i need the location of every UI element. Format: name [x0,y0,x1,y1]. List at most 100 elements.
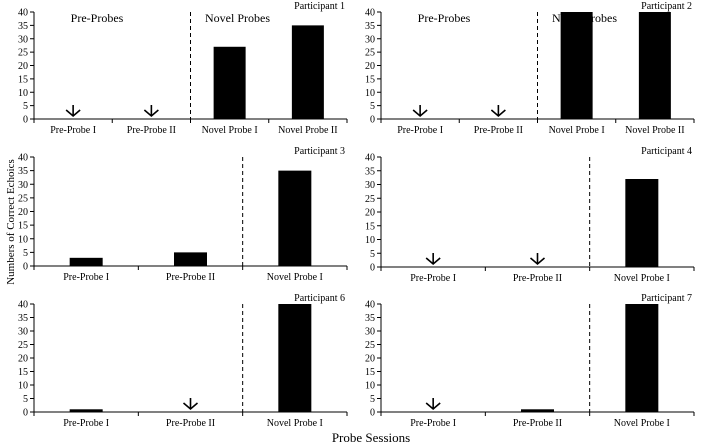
y-tick-label: 25 [18,193,28,204]
x-tick-label: Pre-Probe I [63,418,109,429]
phase-label-pre-probes: Pre-Probes [71,11,124,25]
x-tick-label: Pre-Probe I [410,418,456,429]
zero-arrow-head [490,109,506,118]
y-tick-label: 40 [18,300,28,311]
x-tick-label: Novel Probe I [267,418,323,429]
x-tick-label: Pre-Probe I [63,272,109,283]
y-tick-label: 20 [18,207,28,218]
zero-arrow-head [425,402,441,411]
x-tick-label: Pre-Probe I [410,273,456,284]
x-tick-label: Pre-Probe II [166,418,215,429]
y-tick-label: 10 [365,88,375,99]
zero-arrow-head [182,402,199,411]
panel-title: Participant 3 [294,146,345,157]
y-tick-label: 40 [18,153,28,164]
bar [625,304,659,412]
y-tick-label: 35 [365,313,375,324]
y-tick-label: 10 [18,88,28,99]
y-tick-label: 30 [365,34,375,45]
y-tick-label: 30 [18,180,28,191]
y-tick-label: 15 [18,74,28,85]
y-tick-label: 0 [23,115,28,126]
bar [278,170,312,266]
y-tick-label: 25 [18,340,28,351]
zero-arrow-head [425,257,441,266]
chart-panel-3: 0 5 10 15 20 25 30 35 40 Pre-Probe I Pre-Probe II N… [18,146,348,283]
y-tick-label: 25 [365,340,375,351]
y-tick-label: 25 [365,48,375,59]
chart-panel-1: 0 5 10 15 20 25 30 35 40 Pre-Probe I Pre-Probe II N… [18,1,348,136]
phase-label-pre-probes: Pre-Probes [418,11,471,25]
y-tick-label: 15 [18,221,28,232]
y-tick-label: 30 [18,34,28,45]
x-tick-label: Pre-Probe I [50,125,96,136]
x-tick-label: Pre-Probe I [397,125,443,136]
y-tick-label: 40 [365,153,375,164]
y-tick-label: 40 [365,300,375,311]
y-tick-label: 15 [365,74,375,85]
x-tick-label: Novel Probe I [202,125,258,136]
y-tick-label: 20 [365,354,375,365]
y-tick-label: 30 [365,180,375,191]
panel-title: Participant 4 [641,146,692,157]
zero-arrow-head [143,109,159,118]
bar [560,12,593,119]
bar [278,304,312,412]
chart-panel-4: 0 5 10 15 20 25 30 35 40 Pre-Probe I Pre-Probe II N… [365,146,695,284]
chart-panel-6: 0 5 10 15 20 25 30 35 40 Pre-Probe I Pre-Probe II N… [365,293,695,429]
y-tick-label: 35 [365,21,375,32]
zero-arrow-head [412,109,428,118]
x-tick-label: Novel Probe I [549,125,605,136]
y-tick-label: 20 [365,208,375,219]
x-tick-label: Pre-Probe II [513,273,562,284]
zero-arrow-head [65,109,81,118]
panel-title: Participant 2 [641,1,692,12]
x-tick-label: Novel Probe II [278,125,337,136]
x-tick-label: Pre-Probe II [474,125,523,136]
y-tick-label: 30 [18,327,28,338]
panel-title: Participant 6 [294,293,345,304]
x-tick-label: Novel Probe I [614,273,670,284]
y-tick-label: 10 [18,234,28,245]
bar [174,252,207,266]
x-axis-label: Probe Sessions [332,430,410,445]
x-tick-label: Novel Probe I [267,272,323,283]
y-tick-label: 25 [18,48,28,59]
x-tick-label: Pre-Probe II [513,418,562,429]
y-tick-label: 5 [370,394,375,405]
y-tick-label: 20 [365,61,375,72]
panels: 0 5 10 15 20 25 30 35 40 Pre-Probe I Pre-Probe II N… [18,1,695,429]
x-tick-label: Pre-Probe II [127,125,176,136]
y-tick-label: 10 [365,381,375,392]
y-tick-label: 0 [23,262,28,273]
y-tick-label: 5 [23,394,28,405]
bar [291,25,324,119]
bar [625,179,659,267]
y-tick-label: 10 [365,235,375,246]
bar [213,46,246,119]
y-tick-label: 35 [18,21,28,32]
x-tick-label: Pre-Probe II [166,272,215,283]
y-tick-label: 5 [370,101,375,112]
y-tick-label: 25 [365,194,375,205]
y-tick-label: 0 [23,408,28,419]
x-tick-label: Novel Probe II [625,125,684,136]
y-tick-label: 35 [365,166,375,177]
panel-title: Participant 1 [294,1,345,12]
y-tick-label: 40 [365,8,375,19]
x-tick-label: Novel Probe I [614,418,670,429]
phase-label-novel-probes: Novel Probes [205,11,270,25]
y-tick-label: 0 [370,115,375,126]
y-axis-label: Numbers of Correct Echoics [5,159,17,285]
y-tick-label: 0 [370,263,375,274]
y-tick-label: 0 [370,408,375,419]
bar [69,409,103,412]
y-tick-label: 5 [23,248,28,259]
bar [521,409,554,412]
y-tick-label: 20 [18,354,28,365]
bar [638,12,671,119]
y-tick-label: 5 [23,101,28,112]
y-tick-label: 35 [18,313,28,324]
y-tick-label: 20 [18,61,28,72]
